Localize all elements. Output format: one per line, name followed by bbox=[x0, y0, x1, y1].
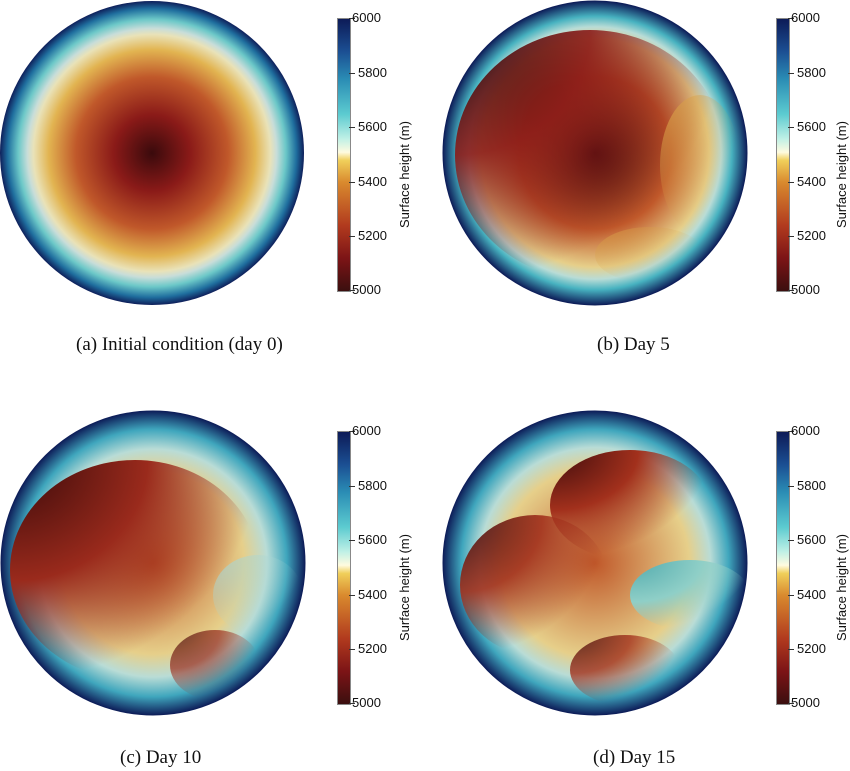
tick-label: 5200 bbox=[797, 228, 826, 243]
panel-a: 6000 5800 5600 5400 5200 5000 Surface he… bbox=[0, 0, 425, 385]
tick-label: 5800 bbox=[358, 478, 387, 493]
caption-d: (d) Day 15 bbox=[593, 747, 676, 768]
colorbar-gradient bbox=[337, 431, 351, 705]
surface-height-field-c bbox=[0, 410, 306, 716]
tick-label: 6000 bbox=[791, 10, 820, 25]
tick-label: 5800 bbox=[797, 65, 826, 80]
sphere-d bbox=[442, 410, 748, 716]
surface-height-field-b bbox=[442, 0, 748, 306]
colorbar-title: Surface height (m) bbox=[397, 121, 412, 228]
tick-label: 5400 bbox=[358, 174, 387, 189]
colorbar-gradient bbox=[776, 431, 790, 705]
tick-label: 5600 bbox=[358, 532, 387, 547]
caption-c: (c) Day 10 bbox=[120, 747, 202, 768]
tick-label: 5200 bbox=[797, 641, 826, 656]
surface-height-field-a bbox=[0, 1, 304, 305]
tick-label: 5800 bbox=[358, 65, 387, 80]
tick-label: 6000 bbox=[352, 10, 381, 25]
tick-label: 5000 bbox=[791, 695, 820, 710]
sphere-b bbox=[442, 0, 748, 306]
panel-c: 6000 5800 5600 5400 5200 5000 Surface he… bbox=[0, 385, 425, 770]
surface-height-field-d bbox=[442, 410, 748, 716]
tick-label: 5200 bbox=[358, 641, 387, 656]
caption-b: (b) Day 5 bbox=[597, 334, 670, 355]
tick-label: 5600 bbox=[358, 119, 387, 134]
tick-label: 5600 bbox=[797, 119, 826, 134]
colorbar-gradient bbox=[337, 18, 351, 292]
colorbar-title: Surface height (m) bbox=[397, 534, 412, 641]
panel-d: 6000 5800 5600 5400 5200 5000 Surface he… bbox=[425, 385, 850, 770]
tick-label: 5400 bbox=[797, 174, 826, 189]
tick-label: 6000 bbox=[791, 423, 820, 438]
panel-b: 6000 5800 5600 5400 5200 5000 Surface he… bbox=[425, 0, 850, 385]
colorbar-title: Surface height (m) bbox=[834, 534, 849, 641]
tick-label: 6000 bbox=[352, 423, 381, 438]
tick-label: 5000 bbox=[352, 282, 381, 297]
colorbar-gradient bbox=[776, 18, 790, 292]
tick-label: 5400 bbox=[358, 587, 387, 602]
tick-label: 5000 bbox=[791, 282, 820, 297]
caption-a: (a) Initial condition (day 0) bbox=[76, 334, 283, 355]
sphere-c bbox=[0, 410, 306, 716]
tick-label: 5800 bbox=[797, 478, 826, 493]
tick-label: 5200 bbox=[358, 228, 387, 243]
colorbar-title: Surface height (m) bbox=[834, 121, 849, 228]
tick-label: 5600 bbox=[797, 532, 826, 547]
tick-label: 5400 bbox=[797, 587, 826, 602]
tick-label: 5000 bbox=[352, 695, 381, 710]
sphere-a bbox=[0, 1, 304, 305]
